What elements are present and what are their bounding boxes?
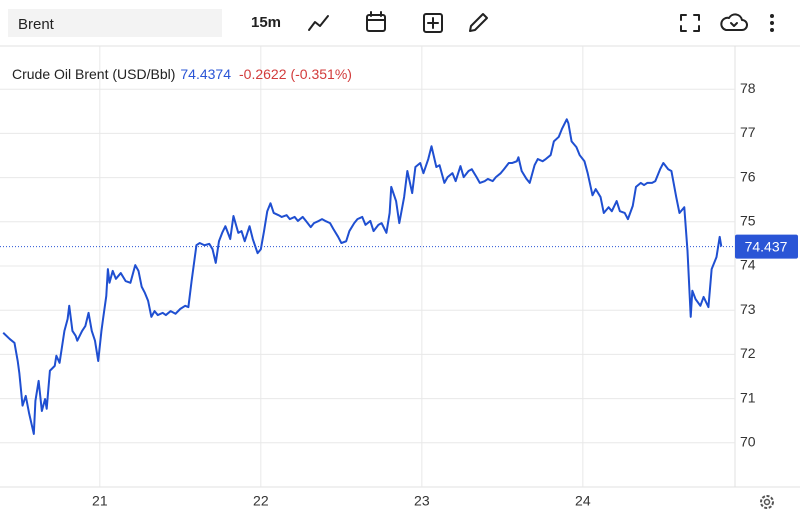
legend-price: 74.4374 [180, 66, 231, 82]
legend: Crude Oil Brent (USD/Bbl) 74.4374 -0.2622(… [12, 66, 352, 82]
x-tick-label: 21 [92, 493, 108, 509]
legend-change: -0.2622 [239, 66, 287, 82]
x-tick-label: 24 [575, 493, 591, 509]
y-tick-label: 74 [740, 257, 756, 273]
y-tick-label: 75 [740, 213, 756, 229]
menu-icon[interactable] [770, 14, 774, 32]
settings-icon[interactable] [760, 495, 774, 509]
symbol-box[interactable] [8, 9, 222, 37]
y-tick-label: 76 [740, 168, 756, 184]
last-price-tag [735, 234, 798, 259]
grid: 70 71 72 73 74 75 76 77 78 21 22 23 24 [0, 46, 756, 509]
fullscreen-icon[interactable] [680, 14, 700, 32]
draw-icon[interactable] [469, 13, 488, 32]
plot: 74.437 [0, 118, 798, 435]
interval-button[interactable]: 15m [251, 14, 281, 31]
y-tick-label: 70 [740, 434, 756, 450]
price-line [2, 118, 723, 435]
last-price-label: 74.437 [745, 238, 788, 254]
toolbar: Brent 15m [0, 9, 800, 47]
calendar-icon[interactable] [366, 11, 386, 32]
x-tick-label: 23 [414, 493, 430, 509]
y-tick-label: 73 [740, 301, 756, 317]
y-tick-label: 71 [740, 389, 756, 405]
x-tick-label: 22 [253, 493, 269, 509]
y-tick-label: 77 [740, 124, 756, 140]
chart-type-icon[interactable] [308, 15, 329, 31]
y-tick-label: 78 [740, 80, 756, 96]
symbol-input[interactable]: Brent [18, 16, 55, 33]
y-tick-label: 72 [740, 345, 756, 361]
download-icon[interactable] [720, 13, 748, 31]
legend-change-percent: (-0.351%) [290, 66, 351, 82]
add-indicator-icon[interactable] [423, 13, 443, 33]
legend-title: Crude Oil Brent (USD/Bbl) [12, 66, 175, 82]
